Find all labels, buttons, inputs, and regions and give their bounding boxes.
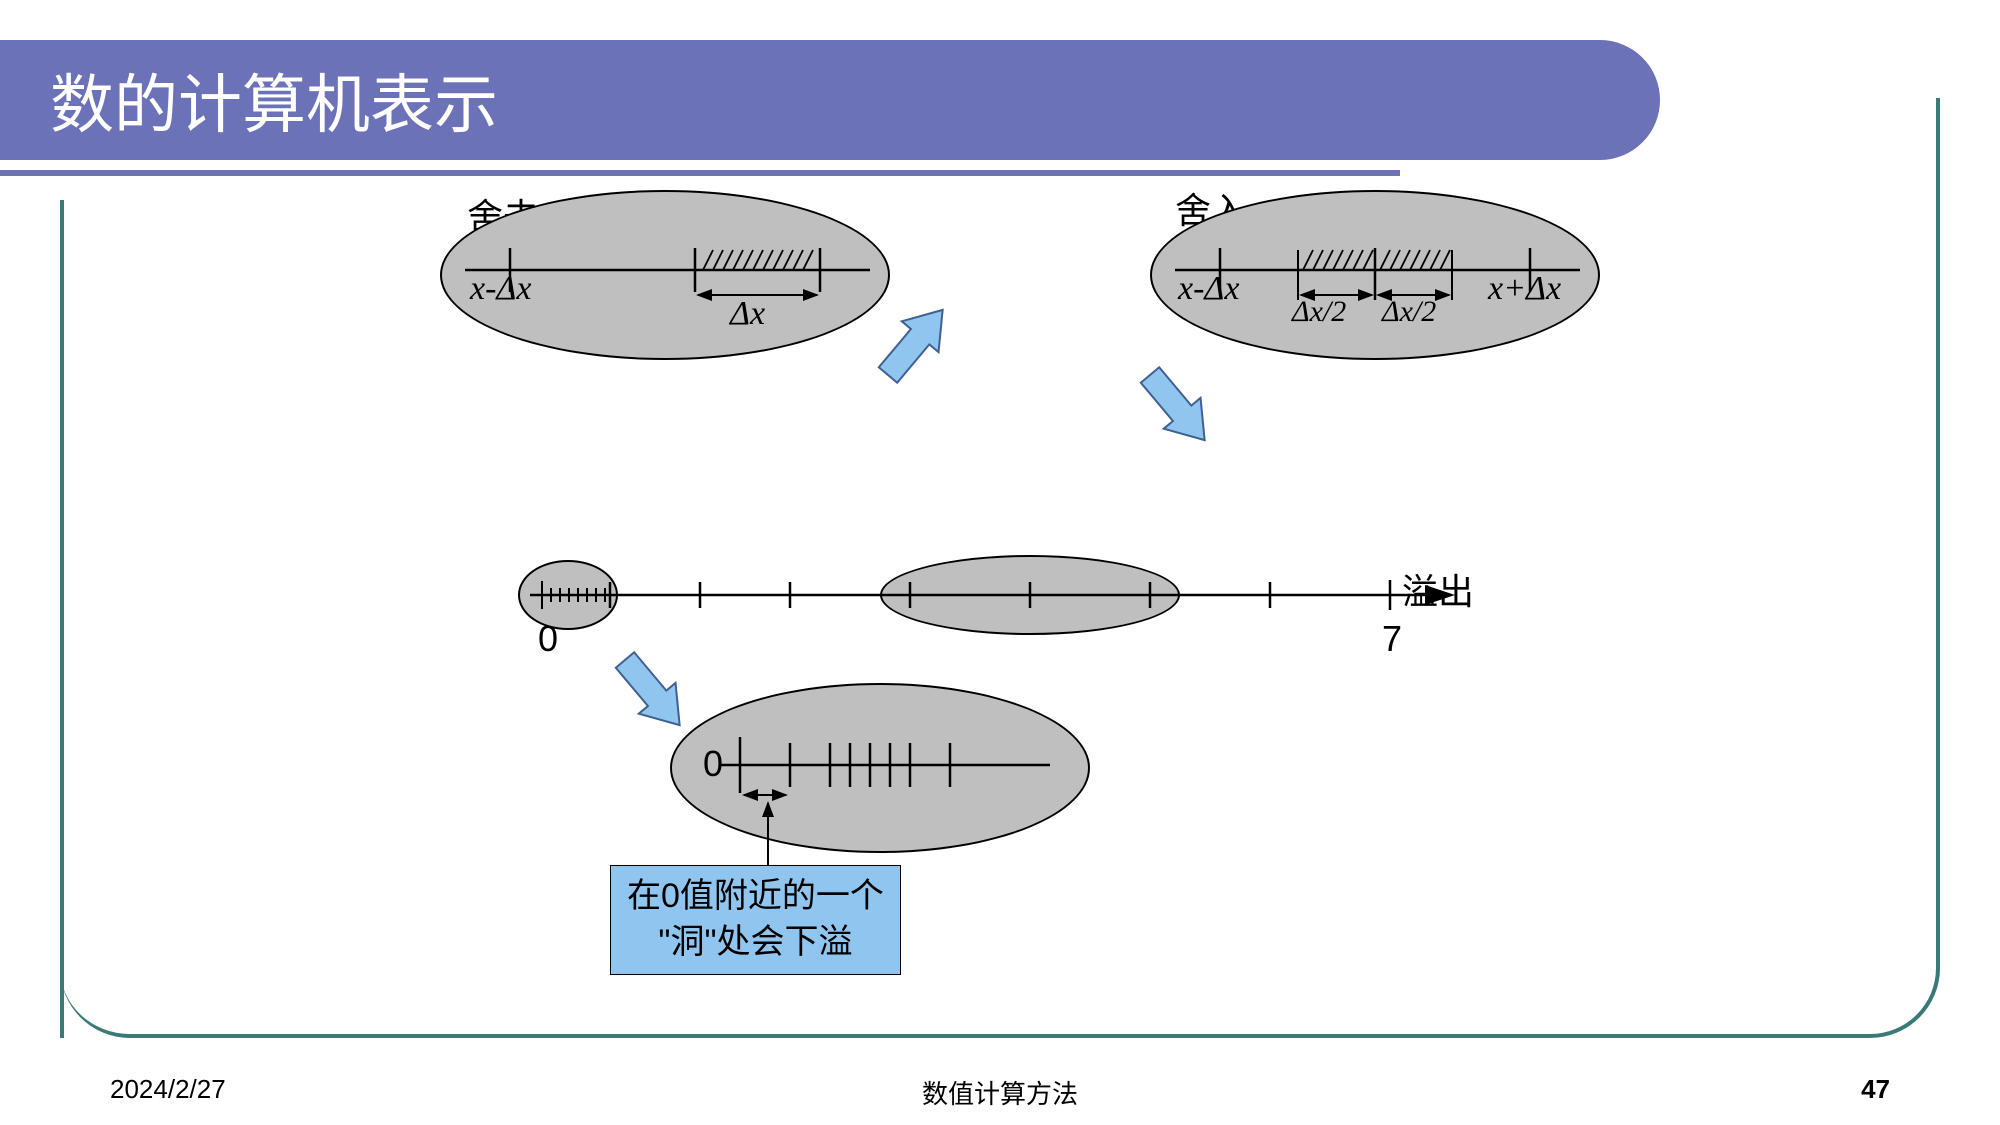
label-x-minus-dx-truncate: x-Δx xyxy=(470,270,531,308)
footer-page: 47 xyxy=(1861,1074,1890,1105)
label-axis-seven: 7 xyxy=(1382,618,1402,660)
label-overflow: 溢出 xyxy=(1402,563,1474,615)
label-x-minus-dx-round: x-Δx xyxy=(1178,270,1239,308)
label-dx-half-right: Δx/2 xyxy=(1382,295,1436,329)
label-x-plus-dx: x+Δx xyxy=(1488,270,1561,308)
label-dx: Δx xyxy=(730,295,765,333)
content-frame-left xyxy=(60,200,64,1038)
footer: 2024/2/27 数值计算方法 47 xyxy=(0,1074,2000,1105)
caption-box: 在0值附近的一个 "洞"处会下溢 xyxy=(610,865,901,975)
diagram-area: 舍去 舍入 xyxy=(80,200,1880,1000)
label-dx-half-left: Δx/2 xyxy=(1292,295,1346,329)
ellipse-zero-axis xyxy=(518,560,618,630)
label-axis-zero: 0 xyxy=(538,618,558,660)
caption-line1: 在0值附近的一个 xyxy=(627,874,884,920)
footer-date: 2024/2/27 xyxy=(110,1074,226,1105)
ellipse-zoom-zero xyxy=(670,683,1090,853)
label-zoom-zero: 0 xyxy=(703,743,723,785)
caption-line2: "洞"处会下溢 xyxy=(627,920,884,966)
ellipse-mid-axis xyxy=(880,555,1180,635)
footer-center: 数值计算方法 xyxy=(922,1074,1078,1111)
